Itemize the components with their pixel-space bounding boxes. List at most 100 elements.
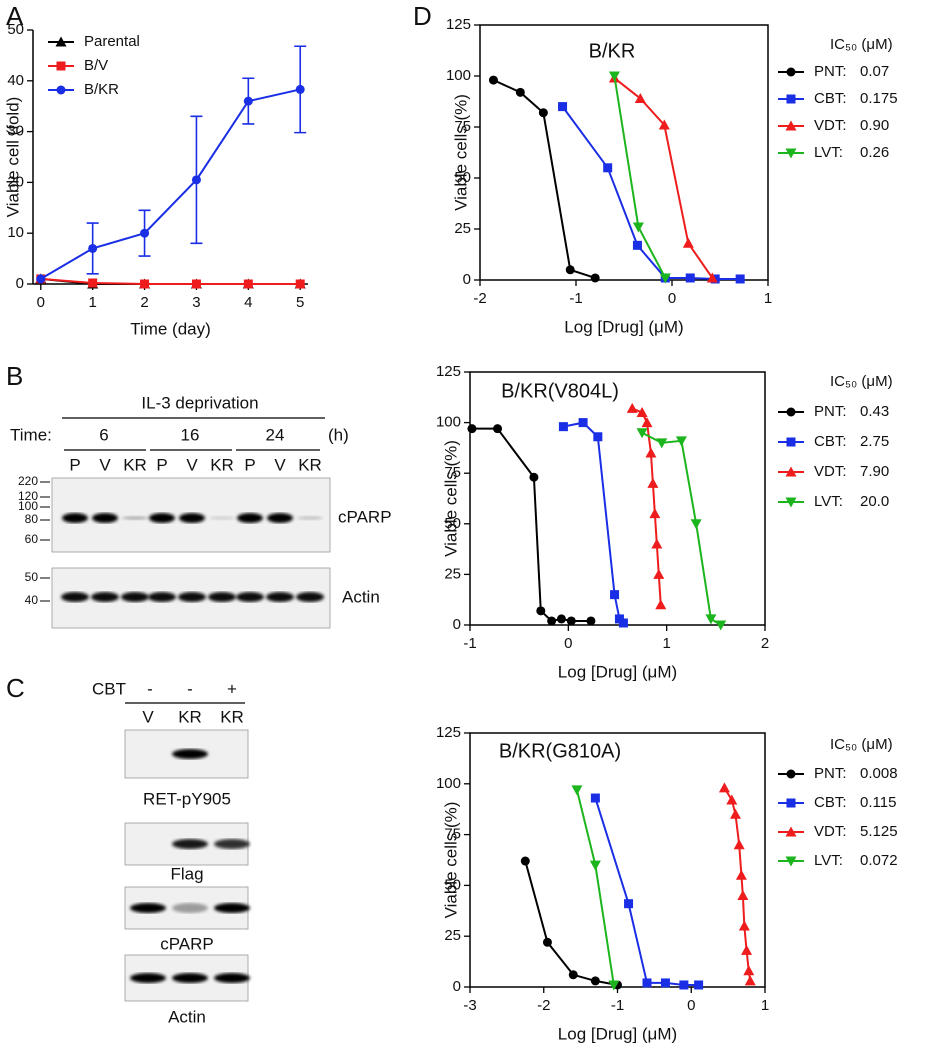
y-tick-label: 0 <box>16 275 24 292</box>
marker <box>632 222 644 233</box>
series-line <box>575 789 615 986</box>
marker <box>786 437 796 447</box>
y-tick-label: 0 <box>463 271 471 288</box>
marker <box>642 978 652 988</box>
band <box>61 592 89 602</box>
x-tick-label: 0 <box>564 635 572 652</box>
y-tick-label: 0 <box>453 978 461 995</box>
chart-title: B/KR(G810A) <box>499 740 621 762</box>
marker <box>608 71 620 82</box>
marker <box>647 477 659 488</box>
band <box>209 516 235 520</box>
band <box>62 513 88 523</box>
band <box>178 592 206 602</box>
marker <box>558 422 568 432</box>
series-line <box>723 787 752 982</box>
chart-title: B/KR <box>589 40 636 62</box>
x-tick-label: 3 <box>192 294 200 311</box>
lane-label: P <box>156 455 167 474</box>
x-tick-label: -1 <box>463 635 476 652</box>
legend-label: Parental <box>84 33 140 50</box>
marker <box>36 274 46 284</box>
time-value: 24 <box>266 425 285 444</box>
marker <box>603 163 613 173</box>
x-tick-label: 0 <box>668 290 676 307</box>
marker <box>735 869 747 880</box>
marker <box>705 614 717 625</box>
lane-label: P <box>244 455 255 474</box>
marker <box>55 36 67 47</box>
marker <box>589 860 601 871</box>
series-line <box>613 77 714 279</box>
y-tick-label: 20 <box>7 173 24 190</box>
y-tick-label: 0 <box>453 616 461 633</box>
legend-title: IC₅₀ (μM) <box>830 36 893 53</box>
time-unit: (h) <box>328 425 349 444</box>
y-axis-label: Viable cell (fold) <box>3 97 22 218</box>
mw-marker: 80 <box>25 512 39 526</box>
x-tick-label: 1 <box>761 997 769 1014</box>
legend-label: CBT: <box>814 90 847 107</box>
marker <box>786 798 796 808</box>
marker <box>641 417 653 428</box>
legend-label: PNT: <box>814 765 847 782</box>
marker <box>656 438 668 449</box>
band <box>92 513 118 523</box>
series-line <box>594 797 699 986</box>
band <box>172 903 208 913</box>
marker <box>515 87 525 97</box>
marker <box>659 273 671 284</box>
marker <box>733 839 745 850</box>
marker <box>243 96 253 106</box>
y-axis-label: Viable cells (%) <box>441 440 460 557</box>
marker <box>578 418 588 428</box>
legend-label: VDT: <box>814 463 847 480</box>
panel-label: D <box>413 1 432 31</box>
legend-value: 0.175 <box>860 90 898 107</box>
band <box>172 749 208 759</box>
x-tick-label: -3 <box>463 997 476 1014</box>
chart-title: B/KR(V804L) <box>501 380 619 402</box>
band-label: Flag <box>170 864 203 883</box>
band-label: cPARP <box>338 507 392 526</box>
marker <box>467 424 477 434</box>
marker <box>786 94 796 104</box>
x-tick-label: -2 <box>537 997 550 1014</box>
marker <box>295 279 305 289</box>
band <box>179 513 205 523</box>
marker <box>608 980 620 991</box>
marker <box>586 616 596 626</box>
marker <box>626 402 638 413</box>
legend-label: CBT: <box>814 794 847 811</box>
x-axis-label: Log [Drug] (μM) <box>564 317 683 336</box>
marker <box>520 856 530 866</box>
marker <box>295 84 305 94</box>
x-tick-label: -1 <box>611 997 624 1014</box>
marker <box>675 436 687 447</box>
band-label: Actin <box>168 1007 206 1026</box>
time-value: 16 <box>181 425 200 444</box>
marker <box>191 175 201 185</box>
marker <box>590 273 600 283</box>
treatment-label: CBT <box>92 679 126 698</box>
marker <box>660 978 670 988</box>
marker <box>658 119 670 130</box>
band-label: Actin <box>342 587 380 606</box>
y-tick-label: 125 <box>446 16 471 33</box>
time-label: Time: <box>10 425 52 444</box>
marker <box>706 272 718 283</box>
marker <box>744 975 756 986</box>
marker <box>56 61 66 71</box>
band <box>149 513 175 523</box>
x-tick-label: 0 <box>687 997 695 1014</box>
x-tick-label: 1 <box>662 635 670 652</box>
marker <box>547 616 557 626</box>
marker <box>634 92 646 103</box>
series-line <box>641 431 722 626</box>
lane-label: KR <box>298 455 322 474</box>
lane-label: V <box>142 707 154 726</box>
marker <box>610 590 620 600</box>
band <box>214 903 250 913</box>
band-label: RET-pY905 <box>143 789 231 808</box>
marker <box>624 899 634 909</box>
